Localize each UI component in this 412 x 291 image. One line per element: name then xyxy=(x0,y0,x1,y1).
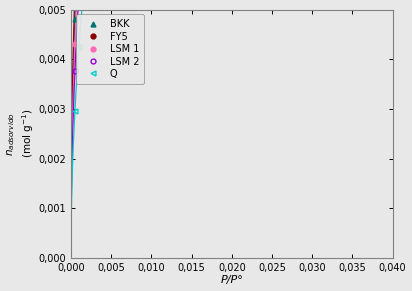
Legend: BKK, FY5, LSM 1, LSM 2, Q: BKK, FY5, LSM 1, LSM 2, Q xyxy=(76,15,144,84)
LSM 1 xyxy=(73,42,77,46)
Line: Q: Q xyxy=(73,0,355,113)
X-axis label: P/P°: P/P° xyxy=(220,276,243,285)
Line: LSM 2: LSM 2 xyxy=(73,0,355,73)
Q xyxy=(73,109,77,112)
Line: BKK: BKK xyxy=(73,0,355,21)
BKK xyxy=(73,17,77,20)
Q xyxy=(77,45,82,49)
Line: LSM 1: LSM 1 xyxy=(73,0,355,47)
LSM 2 xyxy=(73,69,77,73)
Y-axis label: $n_{adsorvido}$
(mol g$^{-1}$): $n_{adsorvido}$ (mol g$^{-1}$) xyxy=(5,109,35,158)
